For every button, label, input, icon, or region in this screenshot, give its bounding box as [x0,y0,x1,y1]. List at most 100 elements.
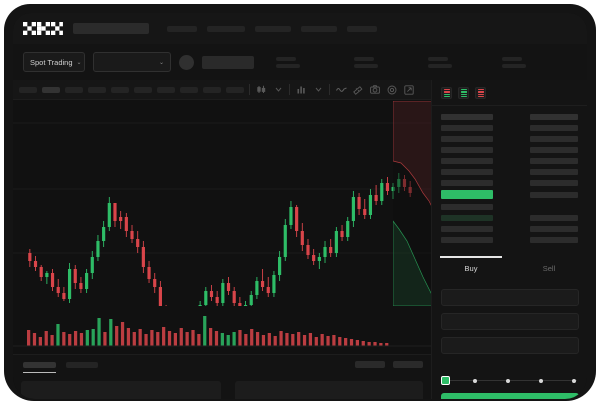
ask-price [441,179,493,186]
orderbook-ask-row[interactable] [432,122,587,133]
volume-histogram [13,306,431,354]
indicators-chevron-down-icon[interactable] [312,84,324,96]
orderbook-rows [432,106,587,245]
ask-price [441,157,493,164]
orderbook-ask-row[interactable] [432,177,587,188]
timeframe-button-9[interactable] [203,86,221,93]
slider-track [445,380,577,381]
bottom-action-2[interactable] [393,361,423,368]
stat-label-1 [276,56,296,61]
orderbook-mode-switcher [432,80,587,106]
trading-pair-selector[interactable]: ⌄ [93,52,171,72]
orderbook-bid-row[interactable] [432,223,587,234]
indicators-icon[interactable] [295,84,307,96]
orderbook-bid-row[interactable] [432,234,587,245]
timeframe-button-3[interactable] [65,86,83,93]
ruler-icon[interactable] [352,84,364,96]
nav-item-3[interactable] [255,25,291,32]
slider-stop-25[interactable] [473,378,477,383]
timeframe-button-5[interactable] [111,86,129,93]
timeframe-button-2[interactable] [42,86,60,93]
chevron-down-icon: ⌄ [76,59,82,66]
orderbook-ask-row[interactable] [432,133,587,144]
global-search-input[interactable] [73,23,149,34]
tab-buy[interactable]: Buy [432,256,510,282]
bid-price [441,203,493,210]
candle-type-chevron-down-icon[interactable] [272,84,284,96]
order-price-field[interactable] [441,289,579,306]
order-entry-form [432,282,587,361]
ask-amount [530,157,578,164]
stat-block-4 [502,56,526,68]
orderbook-mode-asks-icon[interactable] [475,87,486,99]
slider-handle[interactable] [441,376,450,385]
orders-empty-card-right [235,381,423,399]
timeframe-button-7[interactable] [157,86,175,93]
orders-tab-history[interactable] [66,362,98,368]
orderbook-ask-row[interactable] [432,166,587,177]
settings-gear-icon[interactable] [386,84,398,96]
timeframe-button-6[interactable] [134,86,152,93]
ask-price [441,124,493,131]
toolbar-divider-2 [289,84,290,95]
orderbook-mode-both-icon[interactable] [441,87,452,99]
trade-side-tabs: Buy Sell [432,256,587,282]
place-order-button[interactable] [441,393,579,399]
ask-price [441,168,493,175]
orderbook-bid-row[interactable] [432,212,587,223]
device-frame: Spot Trading ⌄ ⌄ [4,4,596,401]
market-subheader: Spot Trading ⌄ ⌄ [13,44,587,80]
timeframe-button-10[interactable] [226,86,244,93]
bid-amount [530,236,578,243]
chart-toolbar [13,80,431,100]
ask-price [441,135,493,142]
stat-block-3 [428,56,452,68]
candle-type-icon[interactable] [255,84,267,96]
timeframe-button-1[interactable] [19,86,37,93]
trend-line-wave-icon[interactable] [335,84,347,96]
order-amount-slider[interactable] [441,375,579,387]
slider-stop-50[interactable] [506,378,510,383]
okx-logo[interactable] [23,22,63,35]
bottom-action-1[interactable] [355,361,385,368]
nav-item-2[interactable] [207,25,245,32]
timeframe-button-4[interactable] [88,86,106,93]
camera-icon[interactable] [369,84,381,96]
orderbook-bid-row[interactable] [432,201,587,212]
order-amount-field[interactable] [441,313,579,330]
stat-label-3 [428,56,448,61]
orderbook-col-amount [530,113,578,120]
nav-item-5[interactable] [347,25,377,32]
nav-item-1[interactable] [167,25,197,32]
stat-block-2 [354,56,378,68]
orders-tab-history-label [66,362,98,368]
slider-stop-75[interactable] [539,378,543,383]
bid-price [441,236,493,243]
orderbook-mode-bids-icon[interactable] [458,87,469,99]
slider-stop-100[interactable] [572,378,576,383]
trading-mode-selector[interactable]: Spot Trading ⌄ [23,52,85,72]
pair-coin-avatar [179,54,194,70]
candlestick-chart[interactable] [13,101,431,306]
orders-tab-bar [13,355,431,373]
ask-amount [530,135,578,142]
orderbook-col-price [441,113,493,120]
nav-item-4[interactable] [301,25,337,32]
orders-tab-open-label [23,362,56,368]
bid-amount [530,214,578,221]
stat-label-4 [502,56,522,61]
orderbook-ask-row[interactable] [432,155,587,166]
candlestick-chart-svg [13,122,431,306]
volume-histogram-svg [13,316,431,347]
fullscreen-expand-icon[interactable] [403,84,415,96]
okx-logo-icon [23,22,63,35]
orderbook-trade-panel: Buy Sell [431,80,587,399]
orderbook-last-price-row [432,188,587,201]
tab-sell[interactable]: Sell [542,264,556,273]
orderbook-ask-row[interactable] [432,144,587,155]
orders-tab-open[interactable] [23,362,56,373]
trading-mode-label: Spot Trading [30,57,73,67]
orders-empty-card-left [21,381,221,399]
order-total-field[interactable] [441,337,579,354]
timeframe-button-8[interactable] [180,86,198,93]
